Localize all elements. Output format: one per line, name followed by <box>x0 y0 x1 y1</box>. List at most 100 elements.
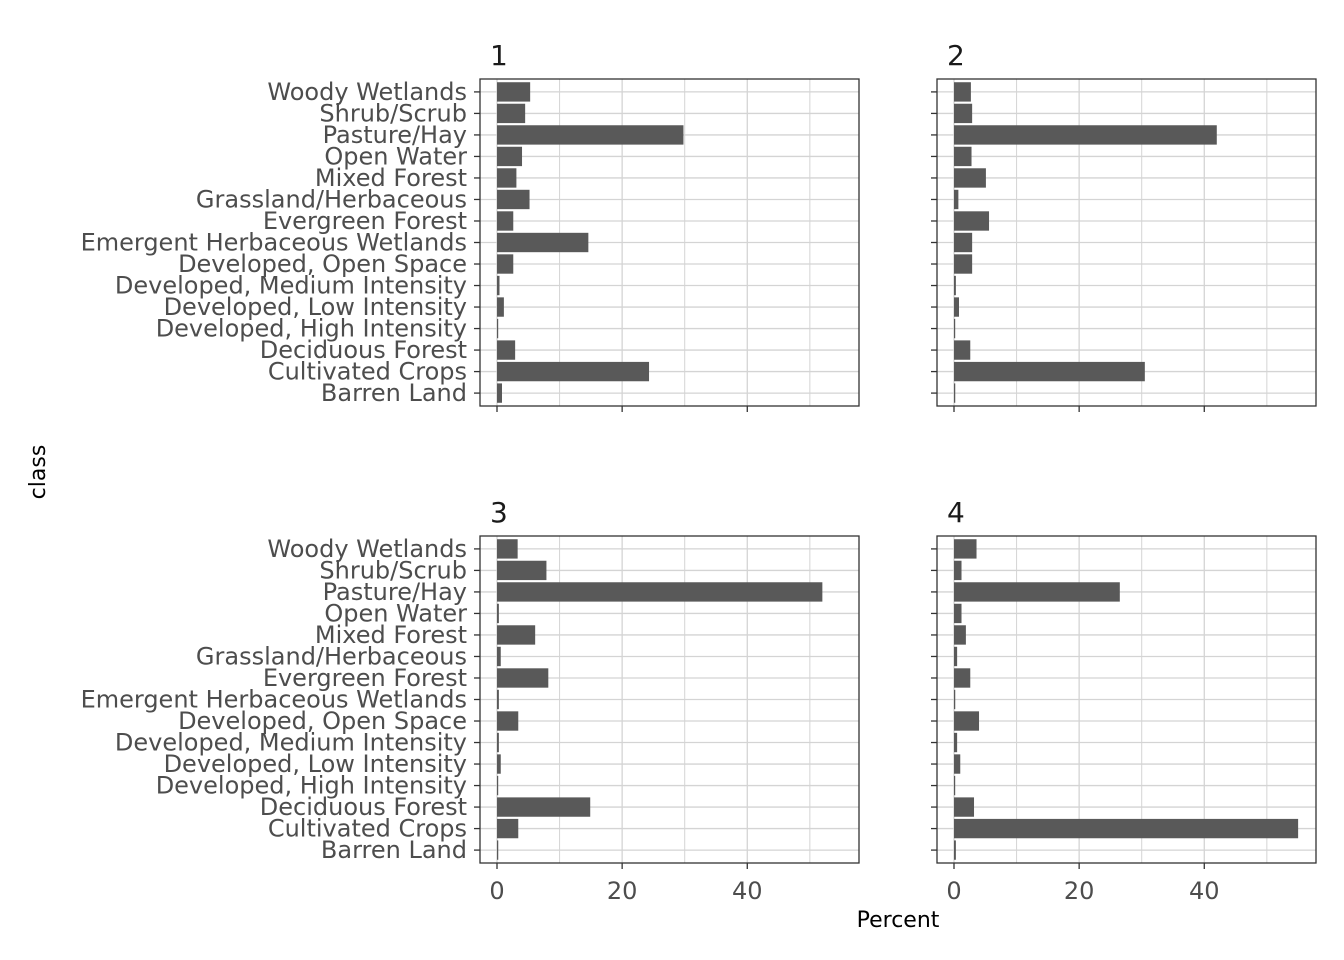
bar <box>497 297 504 317</box>
panel-strip-label: 4 <box>947 496 965 529</box>
y-tick-label: Developed, Medium Intensity <box>115 272 467 300</box>
y-tick-label: Developed, High Intensity <box>156 772 467 800</box>
y-tick-label: Woody Wetlands <box>267 78 467 106</box>
panel-strip-label: 1 <box>490 39 508 72</box>
bar <box>497 711 519 731</box>
y-tick-label: Developed, High Intensity <box>156 315 467 343</box>
x-tick-label: 0 <box>946 877 961 905</box>
bar <box>954 711 980 731</box>
bar <box>497 361 650 382</box>
bar <box>497 840 499 860</box>
bar <box>954 840 956 860</box>
y-tick-label: Open Water <box>324 142 467 170</box>
bar <box>497 732 499 753</box>
y-tick-label: Cultivated Crops <box>268 358 467 386</box>
y-tick-label: Evergreen Forest <box>263 207 467 235</box>
y-tick-label: Developed, Open Space <box>178 707 467 735</box>
y-tick-label: Cultivated Crops <box>268 815 467 843</box>
panel-strip-label: 2 <box>947 39 965 72</box>
y-tick-label: Shrub/Scrub <box>319 99 467 127</box>
y-tick-label: Mixed Forest <box>315 164 467 192</box>
panel-2: 2 <box>931 39 1317 412</box>
bar <box>954 383 956 403</box>
bar <box>497 797 591 817</box>
bar <box>497 189 530 210</box>
y-tick-label: Emergent Herbaceous Wetlands <box>81 686 467 714</box>
bar <box>497 775 499 796</box>
y-tick-label: Woody Wetlands <box>267 535 467 563</box>
bar <box>497 232 589 253</box>
bar <box>497 146 523 167</box>
bar <box>954 646 958 667</box>
y-tick-label: Evergreen Forest <box>263 664 467 692</box>
bar <box>954 189 959 210</box>
y-tick-label: Developed, Open Space <box>178 250 467 278</box>
bar <box>954 125 1217 145</box>
bar <box>954 211 990 231</box>
x-tick-label: 0 <box>489 877 504 905</box>
bar <box>497 318 499 339</box>
bar <box>497 818 519 839</box>
bar <box>954 168 986 188</box>
bar <box>497 211 514 231</box>
y-tick-label: Deciduous Forest <box>260 793 467 821</box>
bar <box>954 754 961 774</box>
bar <box>497 646 501 667</box>
bar <box>954 732 958 753</box>
bar <box>954 318 956 339</box>
panel-4: 40 20 40 <box>931 496 1317 905</box>
bar <box>954 603 962 624</box>
bar <box>497 340 516 360</box>
bar <box>954 297 960 317</box>
bar <box>954 539 977 559</box>
y-tick-label: Developed, Low Intensity <box>164 750 467 778</box>
bar <box>954 689 956 710</box>
x-tick-label: 40 <box>732 877 763 905</box>
bar <box>954 625 966 645</box>
y-tick-label: Mixed Forest <box>315 621 467 649</box>
y-tick-label: Barren Land <box>321 379 467 407</box>
bar <box>497 625 536 645</box>
bar <box>497 383 503 403</box>
panel-strip-label: 3 <box>490 496 508 529</box>
y-tick-label: Grassland/Herbaceous <box>196 185 467 213</box>
bar <box>497 275 500 296</box>
x-tick-label: 20 <box>607 877 638 905</box>
y-tick-label: Barren Land <box>321 836 467 864</box>
x-axis-title: Percent <box>857 908 940 933</box>
y-tick-label: Developed, Low Intensity <box>164 293 467 321</box>
y-tick-label: Shrub/Scrub <box>319 556 467 584</box>
bar <box>954 668 971 688</box>
bar <box>954 146 972 167</box>
bar <box>497 668 549 688</box>
bar <box>497 754 501 774</box>
y-tick-label: Open Water <box>324 599 467 627</box>
bar <box>954 340 971 360</box>
bar <box>954 232 973 253</box>
bar <box>954 797 975 817</box>
bar <box>497 82 531 102</box>
y-tick-label: Grassland/Herbaceous <box>196 642 467 670</box>
bar <box>497 603 499 624</box>
x-tick-label: 20 <box>1064 877 1095 905</box>
bar <box>497 560 547 581</box>
bar <box>954 254 973 274</box>
y-tick-label: Emergent Herbaceous Wetlands <box>81 229 467 257</box>
y-tick-label: Deciduous Forest <box>260 336 467 364</box>
bar <box>497 103 526 124</box>
bar <box>497 539 518 559</box>
x-tick-label: 40 <box>1189 877 1220 905</box>
bar <box>497 254 514 274</box>
bar <box>954 361 1145 382</box>
y-tick-label: Developed, Medium Intensity <box>115 729 467 757</box>
bar <box>954 775 956 796</box>
bar <box>497 125 684 145</box>
bar <box>954 582 1120 602</box>
bar <box>954 82 971 102</box>
bar <box>954 560 962 581</box>
bar <box>954 275 956 296</box>
